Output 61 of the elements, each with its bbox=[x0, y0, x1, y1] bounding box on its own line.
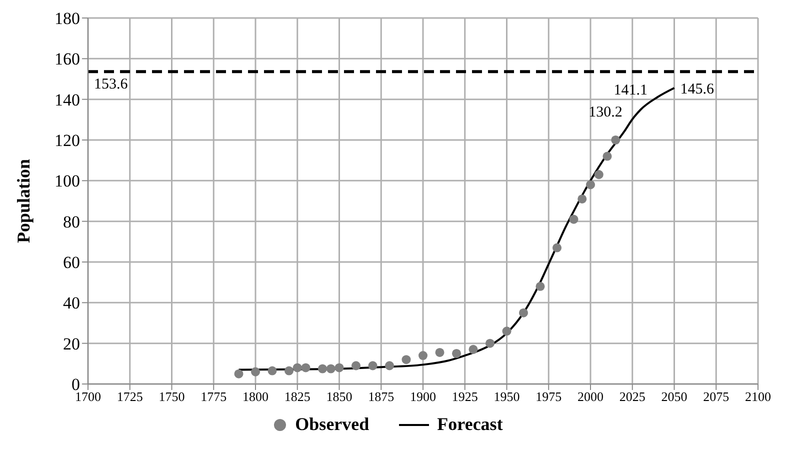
point bbox=[586, 180, 596, 190]
point bbox=[485, 338, 495, 348]
point bbox=[268, 366, 277, 376]
y-tick-label: 80 bbox=[63, 212, 80, 232]
point bbox=[578, 194, 587, 204]
point bbox=[384, 361, 394, 370]
point bbox=[452, 348, 462, 358]
point bbox=[468, 344, 478, 354]
legend-label: Forecast bbox=[436, 414, 503, 435]
x-tick-label: 1875 bbox=[368, 389, 394, 404]
annotation: 130.2 bbox=[588, 104, 622, 121]
point bbox=[318, 364, 328, 374]
x-tick-label: 1950 bbox=[494, 389, 520, 404]
y-tick-label: 140 bbox=[54, 90, 80, 110]
y-tick-label: 120 bbox=[54, 131, 80, 150]
point bbox=[518, 308, 528, 318]
point bbox=[351, 361, 361, 370]
x-tick-label: 2000 bbox=[578, 389, 604, 404]
point bbox=[611, 135, 620, 145]
x-tick-label: 1725 bbox=[116, 389, 143, 404]
point bbox=[594, 170, 604, 180]
y-tick-label: 160 bbox=[54, 50, 80, 69]
x-tick-label: 2100 bbox=[745, 389, 771, 404]
point bbox=[435, 348, 444, 357]
annotation: 145.6 bbox=[680, 81, 714, 98]
point bbox=[284, 366, 294, 376]
y-tick-label: 180 bbox=[54, 9, 80, 28]
x-tick-label: 1775 bbox=[200, 389, 227, 404]
y-tick-label: 100 bbox=[54, 172, 80, 191]
ref-line-label: 153.6 bbox=[94, 76, 128, 92]
x-tick-label: 1850 bbox=[326, 389, 352, 404]
x-tick-label: 1800 bbox=[242, 389, 268, 404]
point bbox=[368, 361, 378, 370]
x-tick-label: 2075 bbox=[703, 389, 730, 404]
annotation: 141.1 bbox=[614, 82, 648, 98]
x-tick-label: 1700 bbox=[75, 389, 101, 404]
point bbox=[334, 363, 344, 372]
y-tick-label: 20 bbox=[63, 334, 80, 354]
point bbox=[250, 367, 260, 376]
x-tick-label: 1925 bbox=[452, 389, 478, 404]
point bbox=[552, 243, 562, 252]
x-tick-label: 1750 bbox=[158, 389, 185, 404]
x-tick-label: 1825 bbox=[284, 389, 310, 404]
y-tick-label: 60 bbox=[63, 253, 80, 272]
point bbox=[536, 282, 545, 291]
point bbox=[418, 351, 428, 360]
y-axis-title: Population bbox=[13, 158, 34, 244]
x-tick-label: 2025 bbox=[619, 389, 646, 404]
point bbox=[234, 369, 244, 378]
point bbox=[292, 363, 302, 372]
point bbox=[402, 355, 411, 364]
x-tick-label: 2050 bbox=[661, 389, 688, 404]
y-tick-label: 40 bbox=[63, 294, 80, 313]
point bbox=[326, 364, 336, 374]
point bbox=[602, 152, 612, 161]
legend-label: Observed bbox=[294, 414, 370, 435]
x-tick-label: 1900 bbox=[410, 389, 436, 404]
point bbox=[301, 363, 310, 372]
point bbox=[502, 326, 512, 336]
point bbox=[569, 214, 578, 224]
x-tick-label: 1975 bbox=[536, 389, 562, 404]
